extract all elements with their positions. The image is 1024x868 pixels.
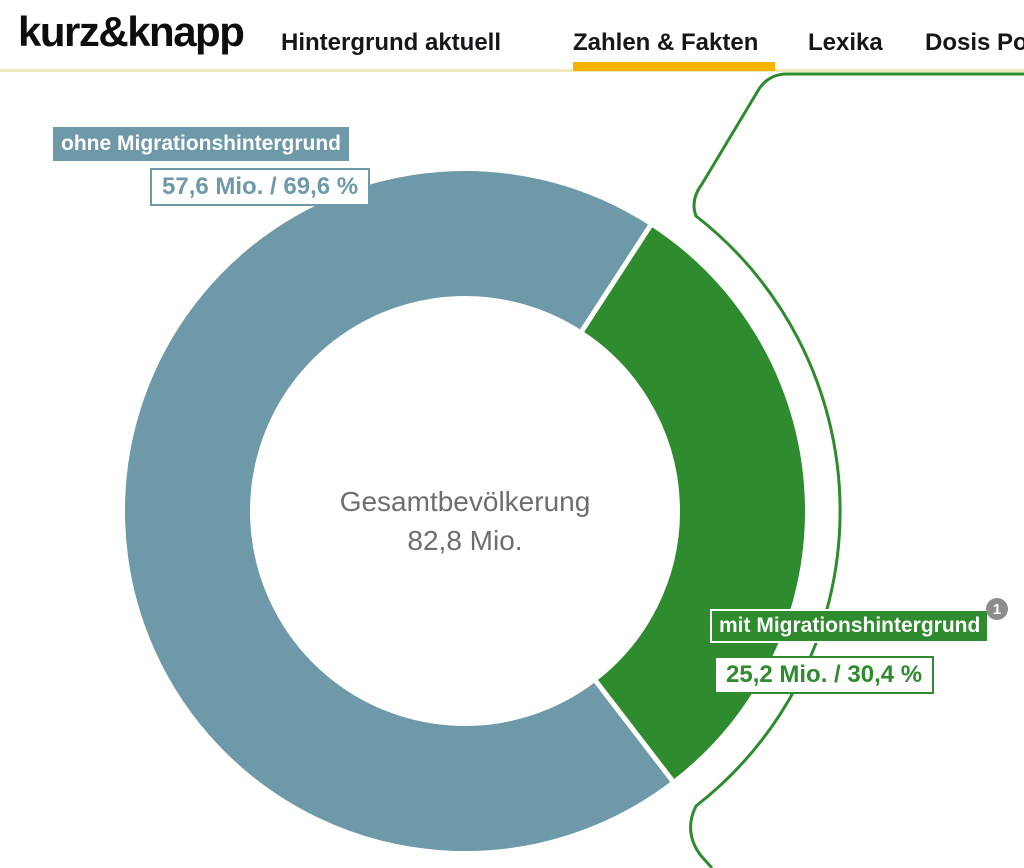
donut-segments [125, 171, 805, 851]
value-mit-migrationshintergrund: 25,2 Mio. / 30,4 % [714, 656, 935, 694]
segment-separator [575, 217, 657, 339]
site-logo[interactable]: kurz&knapp [18, 8, 245, 55]
nav-item-hintergrund-aktuell[interactable]: Hintergrund aktuell [281, 29, 502, 56]
donut-center-label: Gesamtbevölkerung 82,8 Mio. [265, 482, 665, 560]
brace-connector [689, 72, 1024, 868]
value-ohne-migrationshintergrund: 57,6 Mio. / 69,6 % [150, 168, 371, 206]
donut-center-total: 82,8 Mio. [407, 525, 523, 556]
segment-ohne-migrationshintergrund [125, 171, 673, 851]
nav-item-lexika[interactable]: Lexika [808, 29, 883, 56]
active-tab-underline [573, 62, 775, 71]
donut-center-title: Gesamtbevölkerung [339, 486, 591, 517]
header-divider [0, 69, 1024, 72]
footnote-badge: 1 [986, 598, 1008, 620]
segment-mit-migrationshintergrund [581, 225, 805, 781]
segment-separator [589, 673, 680, 789]
label-mit-migrationshintergrund: mit Migrationshintergrund [710, 609, 990, 643]
nav-item-dosis-politik[interactable]: Dosis Po [925, 29, 1024, 56]
label-ohne-migrationshintergrund: ohne Migrationshintergrund [53, 127, 349, 161]
nav-item-zahlen-fakten[interactable]: Zahlen & Fakten [573, 29, 759, 56]
